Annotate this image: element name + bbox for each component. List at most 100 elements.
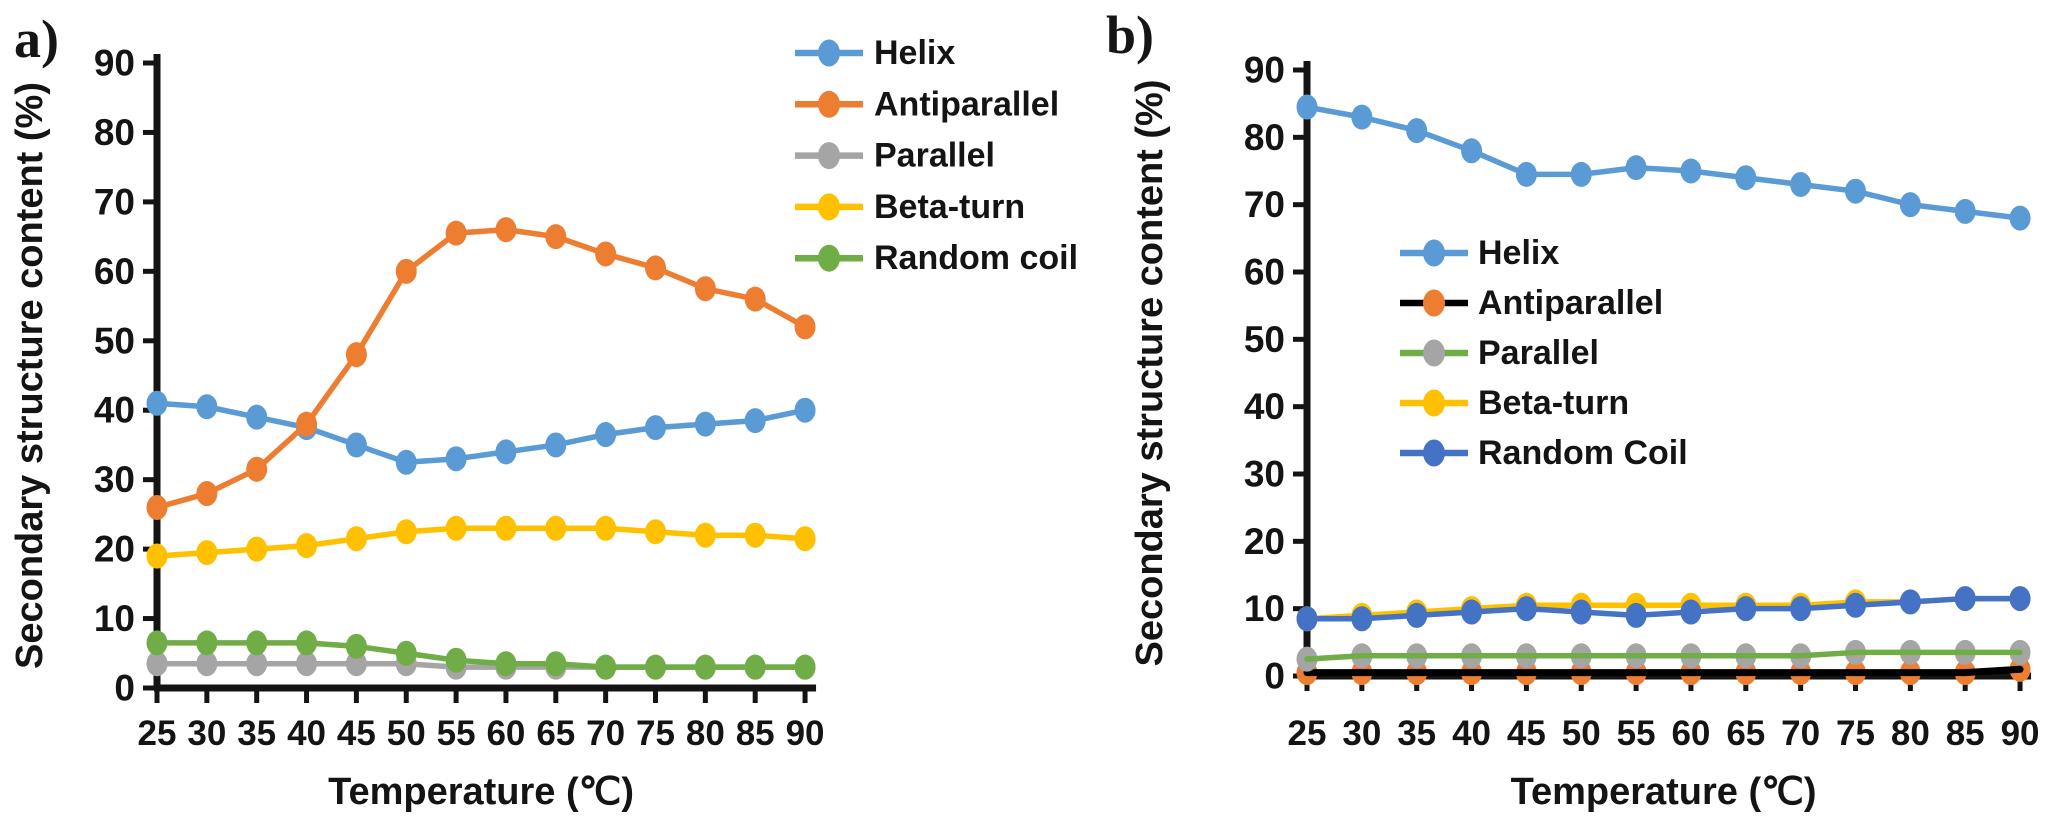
- series-marker-antiparallel: [395, 258, 417, 284]
- series-marker-antiparallel: [296, 411, 318, 437]
- legend-item-beta-turn: Beta-turn: [1400, 384, 1629, 422]
- panel-b-chart: 0 10 20 30 40 50 60 70 80 90 25 30 35 40 45 50 55 60 65 70 7…: [1129, 50, 2040, 814]
- legend-marker-sample: [818, 39, 840, 67]
- legend-item-helix: Helix: [795, 34, 955, 72]
- legend-label: Helix: [1478, 234, 1559, 272]
- x-tick-label: 35: [237, 714, 276, 753]
- series-marker-random-coil: [1515, 596, 1537, 622]
- x-axis-title: Temperature (℃): [1511, 771, 1817, 813]
- y-axis-title: Secondary structure content (%): [9, 82, 51, 669]
- series-marker-random-coil: [595, 654, 617, 680]
- x-tick-label: 80: [1891, 714, 1930, 753]
- y-tick-label: 80: [1244, 117, 1285, 158]
- series-marker-random-coil: [495, 651, 517, 677]
- series-marker-random-coil: [1406, 602, 1428, 628]
- series-marker-random-coil: [395, 640, 417, 666]
- x-tick-label: 40: [1452, 714, 1491, 753]
- series-marker-parallel: [296, 651, 318, 677]
- series-marker-beta-turn: [694, 522, 716, 548]
- series-marker-helix: [794, 397, 816, 423]
- series-marker-beta-turn: [246, 536, 268, 562]
- y-tick-label: 50: [94, 320, 135, 361]
- legend-marker-sample: [1423, 389, 1445, 417]
- series-marker-helix: [1790, 171, 1812, 197]
- legend-label: Antiparallel: [1478, 284, 1663, 322]
- series-marker-helix: [645, 415, 666, 441]
- series-marker-helix: [694, 411, 716, 437]
- series-marker-helix: [1735, 165, 1757, 191]
- y-tick-label: 50: [1244, 319, 1285, 360]
- series-marker-antiparallel: [495, 217, 517, 243]
- legend-label: Helix: [874, 34, 955, 72]
- series-marker-beta-turn: [196, 540, 218, 566]
- series-marker-antiparallel: [645, 255, 666, 281]
- series-marker-random-coil: [545, 651, 567, 677]
- series-marker-random-coil: [146, 630, 168, 656]
- series-marker-random-coil: [445, 647, 467, 673]
- y-tick-label: 60: [94, 251, 135, 292]
- series-marker-random-coil: [1461, 599, 1483, 625]
- legend-marker-sample: [818, 90, 840, 118]
- series-marker-random-coil: [694, 654, 716, 680]
- x-tick-label: 60: [486, 714, 525, 753]
- legend-item-parallel: Parallel: [1400, 334, 1599, 372]
- panel-a-label: a): [14, 9, 59, 69]
- series-marker-random-coil: [1790, 596, 1812, 622]
- x-tick-label: 90: [786, 714, 825, 753]
- series-marker-random-coil: [296, 630, 318, 656]
- legend-item-random-coil: Random coil: [795, 239, 1078, 277]
- series-marker-helix: [2009, 205, 2031, 231]
- series-marker-helix: [744, 408, 766, 434]
- y-tick-label: 70: [94, 181, 135, 222]
- series-marker-helix: [246, 404, 268, 430]
- series-marker-helix: [1296, 94, 1318, 120]
- series-marker-helix: [345, 432, 367, 458]
- legend-label: Random coil: [874, 239, 1078, 277]
- legend-label: Antiparallel: [874, 85, 1059, 123]
- series-marker-helix: [395, 449, 417, 475]
- x-tick-label: 30: [187, 714, 226, 753]
- series-marker-helix: [196, 394, 218, 420]
- series-marker-random-coil: [2009, 586, 2031, 612]
- legend-item-beta-turn: Beta-turn: [795, 188, 1025, 226]
- series-marker-helix: [1625, 155, 1647, 181]
- y-tick-label: 30: [94, 459, 135, 500]
- series-marker-random-coil: [1680, 599, 1702, 625]
- panel-b-label: b): [1106, 5, 1155, 65]
- y-axis-title: Secondary structure content (%): [1129, 80, 1171, 667]
- panel-a-chart: 0 10 20 30 40 50 60 70 80 90 25 30 35 40 45 50 55 60 65 70 7…: [9, 34, 1078, 813]
- series-marker-antiparallel: [146, 494, 168, 520]
- legend-label: Parallel: [1478, 334, 1599, 372]
- y-tick-label: 0: [114, 668, 135, 709]
- series-marker-random-coil: [794, 654, 816, 680]
- series-marker-helix: [1406, 118, 1428, 144]
- series-marker-beta-turn: [545, 515, 567, 541]
- series-marker-beta-turn: [495, 515, 517, 541]
- y-tick-label: 70: [1244, 184, 1285, 225]
- x-tick-label: 35: [1397, 714, 1436, 753]
- legend-marker-sample: [1423, 289, 1445, 317]
- series-marker-antiparallel: [595, 241, 617, 267]
- legend-marker-sample: [818, 193, 840, 221]
- y-tick-label: 30: [1244, 454, 1285, 495]
- x-tick-label: 25: [1288, 714, 1327, 753]
- legend-item-parallel: Parallel: [795, 137, 995, 175]
- x-tick-label: 30: [1342, 714, 1381, 753]
- legend-label: Parallel: [874, 137, 995, 175]
- legend-marker-sample: [818, 244, 840, 272]
- series-marker-helix: [1899, 192, 1921, 218]
- x-tick-label: 50: [1562, 714, 1601, 753]
- x-tick-label: 75: [636, 714, 675, 753]
- legend-marker-sample: [1423, 439, 1445, 467]
- series-marker-random-coil: [345, 633, 367, 659]
- x-tick-label: 80: [686, 714, 725, 753]
- x-tick-label: 85: [1946, 714, 1985, 753]
- series-marker-random-coil: [196, 630, 218, 656]
- series-marker-parallel: [246, 651, 268, 677]
- series-marker-random-coil: [246, 630, 268, 656]
- y-tick-label: 90: [1244, 50, 1285, 91]
- legend-item-random-coil: Random Coil: [1400, 434, 1688, 472]
- series-marker-beta-turn: [296, 533, 318, 559]
- series-marker-antiparallel: [545, 224, 567, 250]
